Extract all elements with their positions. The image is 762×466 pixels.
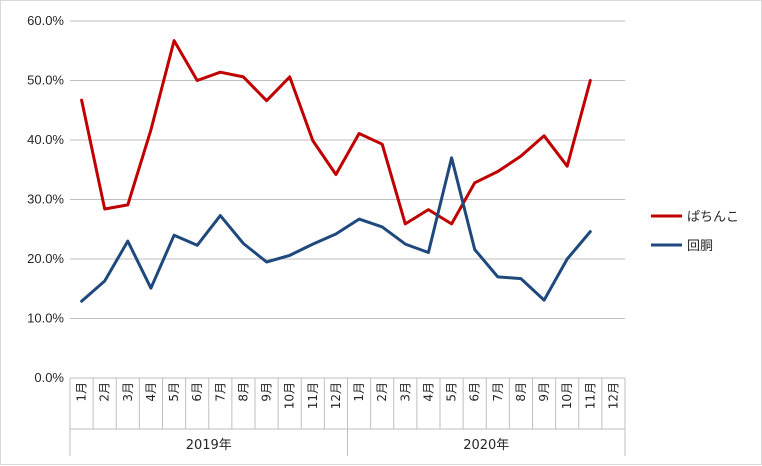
data-point bbox=[172, 233, 176, 237]
data-point bbox=[565, 257, 569, 261]
x-tick-label: 4月 bbox=[144, 382, 158, 402]
data-point bbox=[403, 222, 407, 226]
x-tick-label: 2月 bbox=[375, 382, 389, 402]
data-point bbox=[265, 260, 269, 264]
data-point bbox=[496, 275, 500, 279]
x-tick-label: 4月 bbox=[421, 382, 435, 402]
data-point bbox=[288, 75, 292, 79]
x-tick-label: 9月 bbox=[537, 382, 551, 402]
x-tick-label: 9月 bbox=[260, 382, 274, 402]
data-point bbox=[450, 156, 454, 160]
x-tick-label: 12月 bbox=[329, 382, 343, 409]
data-point bbox=[311, 139, 315, 143]
x-tick-label: 8月 bbox=[514, 382, 528, 402]
data-point bbox=[288, 253, 292, 257]
x-tick-label: 6月 bbox=[190, 382, 204, 402]
data-point bbox=[357, 131, 361, 135]
x-tick-label: 1月 bbox=[75, 382, 89, 402]
data-point bbox=[218, 214, 222, 218]
data-point bbox=[172, 39, 176, 43]
data-point bbox=[103, 207, 107, 211]
data-point bbox=[126, 203, 130, 207]
data-point bbox=[195, 243, 199, 247]
data-point bbox=[311, 242, 315, 246]
x-tick-label: 11月 bbox=[583, 382, 597, 409]
series-line-1 bbox=[80, 156, 592, 303]
data-point bbox=[80, 98, 84, 102]
x-tick-label: 1月 bbox=[352, 382, 366, 402]
x-tick-label: 10月 bbox=[283, 382, 297, 409]
x-tick-label: 10月 bbox=[560, 382, 574, 409]
data-point bbox=[403, 242, 407, 246]
legend-label: ぱちんこ bbox=[687, 210, 739, 225]
year-label: 2019年 bbox=[186, 438, 232, 453]
data-point bbox=[334, 173, 338, 177]
year-label: 2020年 bbox=[463, 438, 509, 453]
data-point bbox=[80, 299, 84, 303]
x-tick-label: 7月 bbox=[491, 382, 505, 402]
series-line-0 bbox=[80, 39, 592, 226]
data-point bbox=[126, 239, 130, 243]
data-point bbox=[565, 164, 569, 168]
data-point bbox=[149, 286, 153, 290]
x-tick-label: 8月 bbox=[236, 382, 250, 402]
y-tick-label: 0.0% bbox=[34, 370, 64, 385]
x-tick-label: 5月 bbox=[167, 382, 181, 402]
data-point bbox=[588, 79, 592, 83]
data-point bbox=[241, 75, 245, 79]
data-point bbox=[542, 134, 546, 138]
y-tick-label: 10.0% bbox=[27, 311, 64, 326]
data-point bbox=[588, 230, 592, 234]
x-tick-label: 3月 bbox=[121, 382, 135, 402]
data-point bbox=[519, 277, 523, 281]
data-point bbox=[380, 225, 384, 229]
data-point bbox=[380, 142, 384, 146]
data-point bbox=[357, 217, 361, 221]
data-point bbox=[519, 154, 523, 158]
data-point bbox=[542, 298, 546, 302]
data-point bbox=[334, 232, 338, 236]
y-tick-label: 50.0% bbox=[27, 73, 64, 88]
x-tick-label: 3月 bbox=[398, 382, 412, 402]
legend-label: 回胴 bbox=[687, 239, 713, 254]
y-tick-label: 40.0% bbox=[27, 132, 64, 147]
x-tick-label: 11月 bbox=[306, 382, 320, 409]
y-tick-label: 20.0% bbox=[27, 251, 64, 266]
data-point bbox=[265, 99, 269, 103]
x-tick-label: 2月 bbox=[98, 382, 112, 402]
data-point bbox=[426, 208, 430, 212]
data-point bbox=[103, 279, 107, 283]
data-point bbox=[496, 170, 500, 174]
data-point bbox=[149, 128, 153, 132]
data-point bbox=[426, 250, 430, 254]
data-point bbox=[195, 79, 199, 83]
x-tick-label: 12月 bbox=[606, 382, 620, 409]
y-tick-label: 30.0% bbox=[27, 192, 64, 207]
data-point bbox=[241, 242, 245, 246]
x-tick-label: 7月 bbox=[213, 382, 227, 402]
data-point bbox=[473, 247, 477, 251]
data-point bbox=[450, 222, 454, 226]
data-point bbox=[218, 70, 222, 74]
x-tick-label: 5月 bbox=[445, 382, 459, 402]
data-point bbox=[473, 181, 477, 185]
x-tick-label: 6月 bbox=[468, 382, 482, 402]
y-tick-label: 60.0% bbox=[27, 13, 64, 28]
